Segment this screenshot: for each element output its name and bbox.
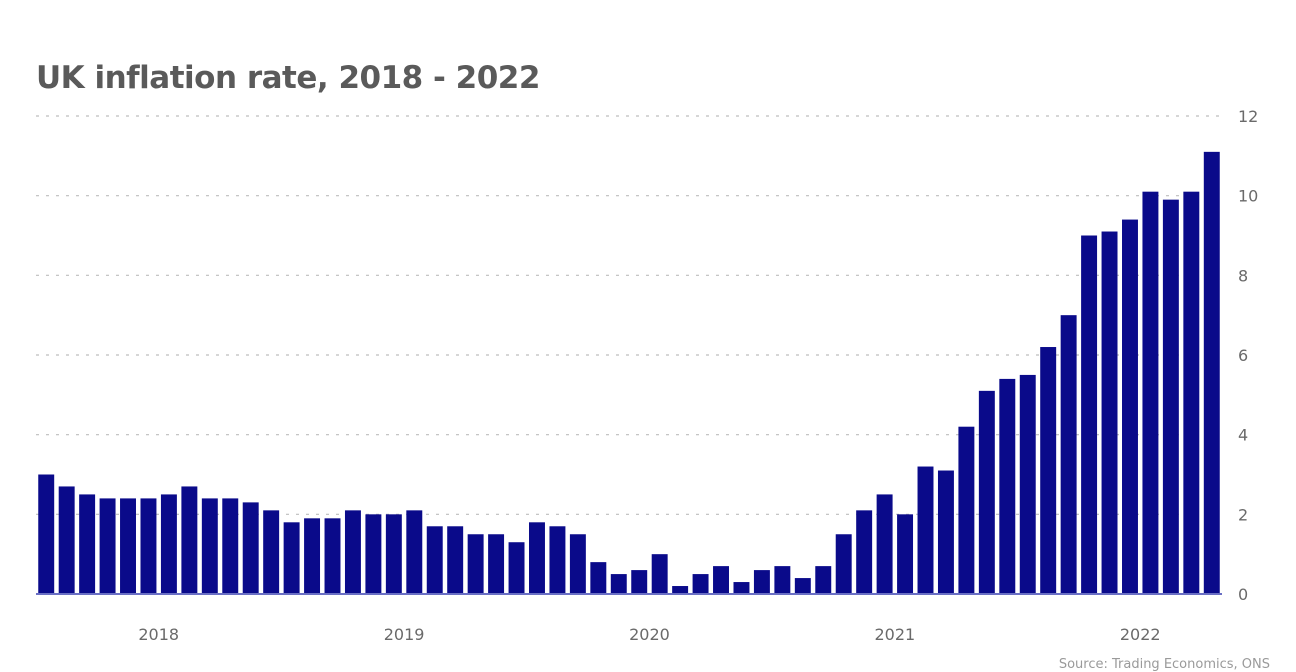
x-tick-label-2022: 2022 [1120,625,1161,644]
bar-2022-02 [1040,347,1057,594]
bar-2020-11 [733,582,750,594]
bar-2022-07 [1142,191,1159,594]
bar-2019-05 [365,514,382,594]
bar-2022-03 [1060,315,1077,594]
bar-2018-07 [160,494,177,594]
y-tick-label: 12 [1238,107,1258,126]
y-tick-label: 6 [1238,346,1248,365]
bar-2022-09 [1183,191,1200,594]
bar-2021-08 [917,466,934,594]
bar-2019-10 [467,534,484,594]
bar-2022-04 [1081,235,1098,594]
bar-2019-07 [406,510,423,594]
bar-2021-12 [999,378,1016,594]
bar-2020-05 [610,574,627,594]
bar-2022-01 [1019,374,1036,594]
bar-2021-04 [835,534,852,594]
bar-2019-11 [488,534,505,594]
bar-2022-10 [1203,151,1220,594]
bar-2018-02 [58,486,75,594]
bar-2019-03 [324,518,341,594]
bar-2018-08 [181,486,198,594]
bar-2020-12 [753,570,770,594]
bar-2021-03 [815,566,832,594]
bar-2018-12 [263,510,280,594]
bar-2020-01 [529,522,545,594]
bars [38,151,1220,594]
bar-2019-08 [426,526,443,594]
bar-2018-04 [99,498,116,594]
y-tick-label: 8 [1238,266,1248,285]
bar-2019-01 [283,522,300,594]
bar-2022-05 [1101,231,1118,594]
x-tick-label-2020: 2020 [629,625,670,644]
x-tick-label-2018: 2018 [138,625,179,644]
bar-2019-06 [385,514,402,594]
bar-2020-02 [549,526,566,594]
gridlines [36,115,1222,515]
bar-2019-09 [447,526,464,594]
y-tick-label: 10 [1238,187,1258,206]
bar-2020-07 [651,554,668,594]
bar-2018-03 [79,494,96,594]
bar-2020-08 [672,586,689,594]
y-tick-label: 2 [1238,505,1248,524]
bar-2021-01 [774,566,791,594]
bar-2018-11 [242,502,259,594]
axes: 0 2 4 6 8 10 12 2018 2019 2020 2021 2022 [36,107,1258,644]
bar-2021-07 [897,514,914,594]
x-tick-label-2021: 2021 [874,625,915,644]
bar-2020-03 [569,534,586,594]
bar-2018-09 [201,498,218,594]
bar-2021-02 [794,578,811,594]
bar-2020-04 [590,562,607,594]
bar-2022-08 [1162,199,1179,594]
bar-2021-05 [856,510,873,594]
source-note: Source: Trading Economics, ONS [1058,657,1270,672]
chart-title: UK inflation rate, 2018 - 2022 [36,60,540,96]
bar-2019-02 [304,518,321,594]
bar-2018-01 [38,474,55,594]
y-tick-label: 4 [1238,426,1248,445]
bar-2020-10 [713,566,729,594]
x-tick-label-2019: 2019 [384,625,425,644]
bar-2019-12 [508,542,525,594]
bar-2018-06 [140,498,157,594]
bar-2019-04 [344,510,361,594]
bar-2021-06 [876,494,893,594]
y-tick-label: 0 [1238,585,1248,604]
bar-2021-10 [958,426,975,594]
bar-2021-09 [937,470,954,594]
bar-2021-11 [978,390,995,594]
bar-2020-09 [692,574,709,594]
bar-2020-06 [631,570,648,594]
bar-2022-06 [1122,219,1138,594]
bar-2018-10 [222,498,239,594]
bar-2018-05 [120,498,136,594]
